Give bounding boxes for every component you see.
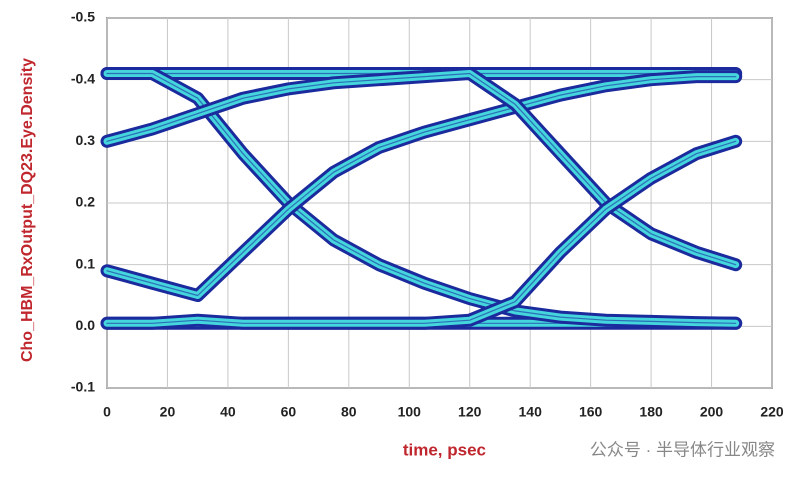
- x-tick-label: 120: [458, 404, 482, 420]
- x-tick-label: 100: [398, 404, 422, 420]
- y-tick-label: -0.5: [71, 9, 95, 25]
- x-tick-label: 220: [760, 404, 784, 420]
- y-tick-label: 0.3: [76, 132, 96, 148]
- eye-trace-center: [106, 76, 737, 297]
- x-tick-label: 80: [341, 404, 357, 420]
- x-tick-label: 20: [160, 404, 176, 420]
- x-tick-label: 140: [519, 404, 543, 420]
- x-tick-label: 40: [220, 404, 236, 420]
- y-tick-label: 0.1: [76, 255, 96, 271]
- watermark: 公众号 · 半导体行业观察: [590, 440, 775, 459]
- x-tick-label: 60: [281, 404, 297, 420]
- x-tick-label: 0: [103, 404, 111, 420]
- y-tick-label: 0.2: [76, 194, 96, 210]
- eye-trace-center: [106, 72, 737, 324]
- x-tick-label: 200: [700, 404, 724, 420]
- y-tick-label: -0.1: [71, 379, 95, 395]
- y-axis-label: Cho_HBM_RxOutput_DQ23.Eye.Density: [19, 58, 36, 362]
- x-axis-label: time, psec: [403, 440, 486, 459]
- y-tick-label: -0.4: [71, 70, 95, 86]
- y-tick-label: 0.0: [76, 317, 96, 333]
- eye-trace-center: [106, 72, 737, 266]
- x-tick-label: 160: [579, 404, 603, 420]
- x-tick-label: 180: [639, 404, 663, 420]
- eye-trace-center: [106, 140, 737, 324]
